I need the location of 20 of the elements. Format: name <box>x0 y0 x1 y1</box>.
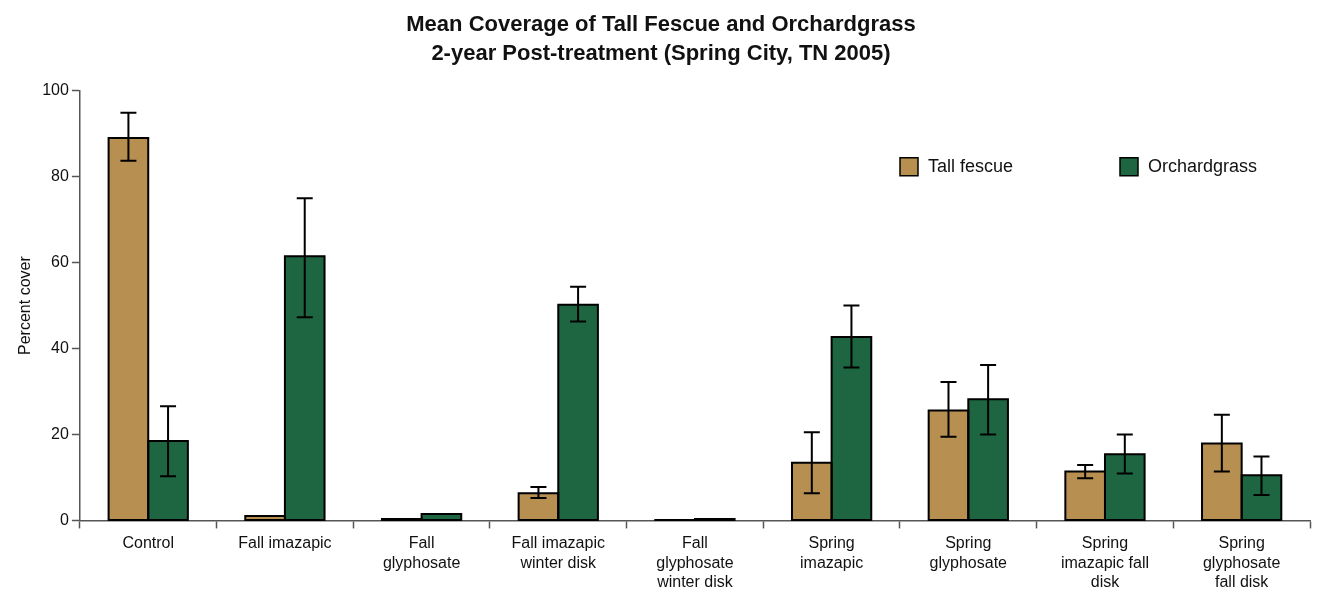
x-tick-label: Spring glyphosate fall disk <box>1202 534 1281 590</box>
x-tick-label: Fall imazapic winter disk <box>511 534 605 571</box>
chart-subtitle: 2-year Post-treatment (Spring City, TN 2005) <box>431 39 891 65</box>
x-tick-label: Spring glyphosate <box>929 534 1008 571</box>
y-tick-label: 40 <box>51 338 69 356</box>
legend-label: Orchardgrass <box>1148 155 1258 176</box>
x-tick-label: Fall imazapic <box>238 534 332 552</box>
y-axis-title: Percent cover <box>16 255 34 355</box>
y-tick-label: 100 <box>42 81 69 99</box>
x-tick-label: Fall glyphosate <box>382 534 461 571</box>
chart-title: Mean Coverage of Tall Fescue and Orchardgrass <box>406 11 916 37</box>
x-tick-label: Spring imazapic <box>800 534 864 571</box>
y-tick-label: 80 <box>51 167 69 185</box>
legend-label: Tall fescue <box>928 155 1014 176</box>
x-tick-label: Control <box>122 534 175 552</box>
y-tick-label: 0 <box>59 510 69 528</box>
x-tick-label: Fall glyphosate winter disk <box>656 534 734 590</box>
y-tick-label: 60 <box>51 253 69 271</box>
x-tick-label: Spring imazapic fall disk <box>1060 534 1149 590</box>
y-tick-label: 20 <box>51 424 69 442</box>
